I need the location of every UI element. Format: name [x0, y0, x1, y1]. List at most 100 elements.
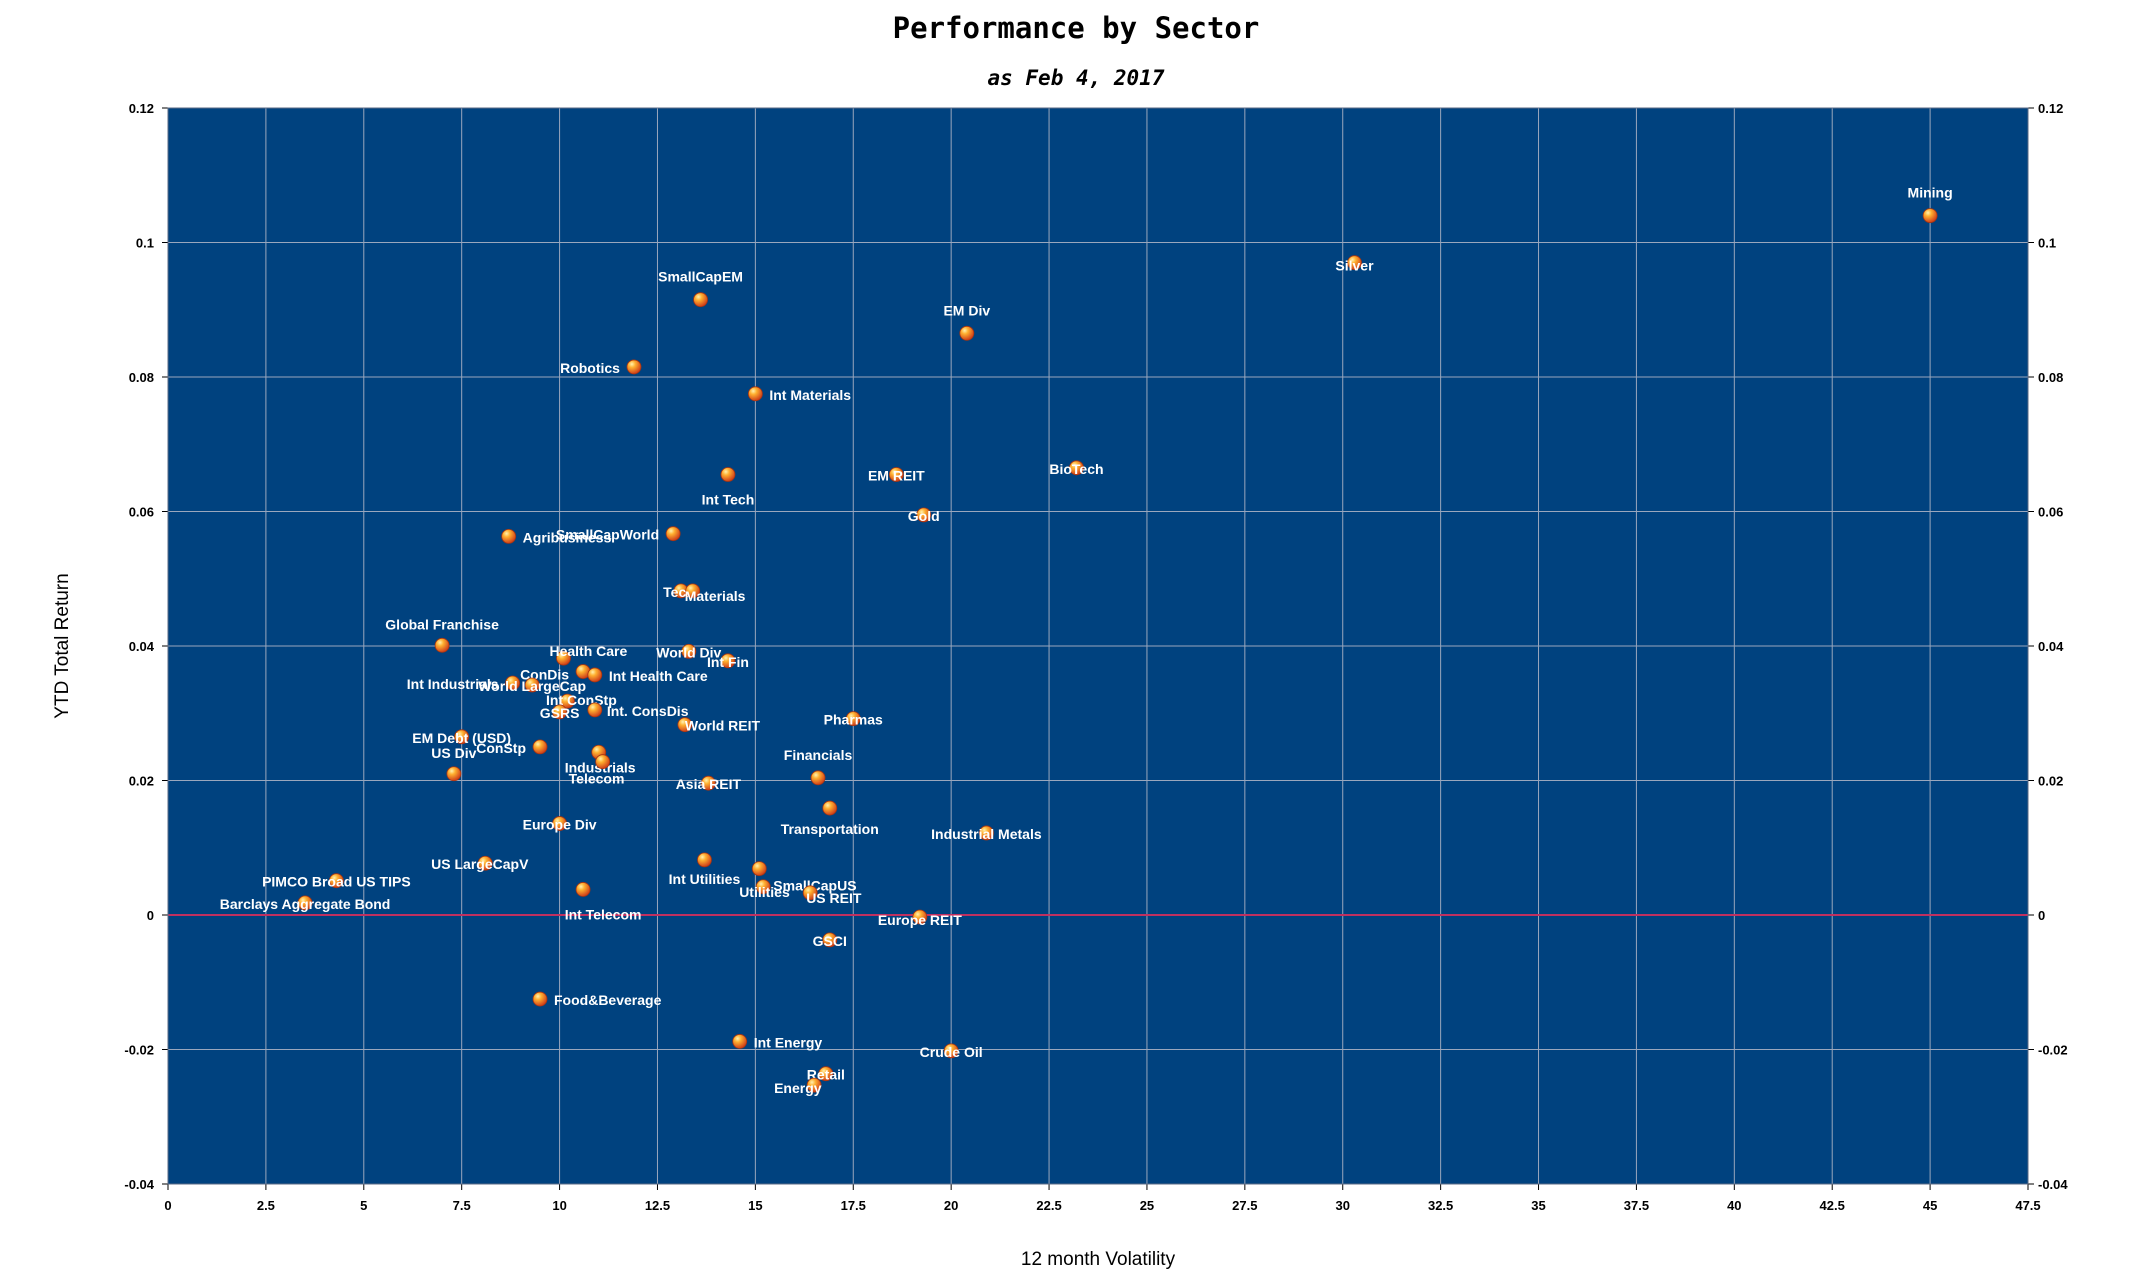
x-tick-label: 30 [1336, 1198, 1350, 1213]
y-tick-label-left: 0.1 [136, 236, 154, 251]
scatter-point [802, 885, 818, 901]
scatter-point [732, 1034, 748, 1049]
y-tick-label-right: -0.04 [2038, 1177, 2068, 1192]
point-label: GSRS [540, 705, 580, 721]
data-points: Mining Silver SmallCapEM EM Div Robotics Int … [220, 185, 1953, 1097]
scatter-point [501, 528, 517, 544]
scatter-point [454, 729, 470, 745]
point-label: Energy [774, 1080, 822, 1096]
point-label: Int. ConsDis [607, 703, 689, 719]
y-tick-label-right: 0.08 [2038, 370, 2063, 385]
scatter-point [532, 991, 548, 1007]
point-label: Robotics [560, 360, 620, 376]
point-label: Int Industrials [407, 676, 499, 692]
point-label: US LargeCapV [431, 856, 529, 872]
point-label: Pharmas [824, 712, 883, 728]
point-label: SmallCapUS [773, 878, 856, 894]
chart-title: Performance by Sector [893, 11, 1260, 45]
scatter-point [822, 800, 838, 816]
scatter-point [810, 770, 826, 786]
scatter-point [747, 386, 763, 402]
axis-ticks: 0 2.5 5 7.5 10 12.5 15 17.5 20 22.5 25 27.5 30 32.5 35… [124, 101, 2068, 1213]
scatter-point [700, 775, 716, 791]
x-tick-label: 45 [1923, 1198, 1937, 1213]
x-tick-label: 15 [748, 1198, 762, 1213]
point-label: Crude Oil [920, 1044, 983, 1060]
point-label: Agribusiness [523, 529, 612, 545]
point-label: Barclays Aggregate Bond [220, 896, 391, 912]
scatter-point [665, 526, 681, 542]
x-tick-label: 42.5 [1820, 1198, 1845, 1213]
x-tick-label: 37.5 [1624, 1198, 1649, 1213]
scatter-point [587, 667, 603, 683]
point-label: US REIT [806, 890, 862, 906]
scatter-point [751, 861, 767, 876]
x-tick-label: 25 [1140, 1198, 1154, 1213]
point-label: Int Fin [707, 654, 749, 670]
scatter-point [681, 643, 697, 659]
x-tick-label: 2.5 [257, 1198, 275, 1213]
point-label: SmallCapWorld [556, 527, 659, 543]
x-tick-label: 17.5 [841, 1198, 866, 1213]
scatter-point [552, 816, 567, 831]
plot-border [167, 107, 2029, 1185]
x-tick-label: 35 [1531, 1198, 1545, 1213]
scatter-point [912, 909, 928, 925]
point-label: ConStp [476, 740, 526, 756]
scatter-point [693, 292, 708, 308]
point-label: Health Care [549, 643, 627, 659]
scatter-point [1922, 208, 1938, 224]
point-label: Int Materials [769, 387, 851, 403]
point-label: Int Health Care [609, 668, 708, 684]
x-tick-label: 7.5 [453, 1198, 471, 1213]
scatter-point [720, 467, 736, 482]
point-label: BioTech [1049, 461, 1103, 477]
y-tick-label-left: 0 [147, 908, 154, 923]
scatter-point [595, 754, 611, 770]
scatter-point [477, 855, 493, 871]
scatter-point [552, 704, 567, 720]
scatter-point [806, 1077, 822, 1093]
x-tick-label: 32.5 [1428, 1198, 1453, 1213]
point-label: Global Franchise [385, 616, 499, 632]
y-tick-label-left: -0.04 [124, 1177, 154, 1192]
point-label: Silver [1335, 258, 1374, 274]
point-label: Europe REIT [878, 912, 962, 928]
point-label: Food&Beverage [554, 992, 662, 1008]
x-tick-label: 12.5 [645, 1198, 670, 1213]
scatter-point [888, 467, 904, 482]
x-axis-label: 12 month Volatility [1021, 1249, 1176, 1270]
x-tick-label: 5 [360, 1198, 367, 1213]
scatter-point [845, 711, 861, 727]
scatter-point [755, 879, 771, 895]
scatter-point [959, 325, 975, 341]
x-tick-label: 27.5 [1232, 1198, 1257, 1213]
scatter-point [524, 677, 540, 693]
y-tick-label-right: 0.04 [2038, 639, 2064, 654]
point-label: SmallCapEM [658, 269, 743, 285]
scatter-point [434, 637, 450, 653]
y-tick-label-left: -0.02 [124, 1043, 154, 1058]
scatter-point [446, 766, 462, 782]
x-tick-label: 22.5 [1036, 1198, 1061, 1213]
chart-subtitle: as Feb 4, 2017 [987, 66, 1164, 90]
scatter-point [916, 507, 932, 523]
point-label: GSCI [813, 933, 847, 949]
point-label: EM Div [943, 302, 990, 318]
y-tick-label-left: 0.08 [129, 370, 154, 385]
point-label: EM REIT [868, 468, 925, 484]
point-label: Utilities [739, 884, 790, 900]
x-tick-label: 47.5 [2015, 1198, 2040, 1213]
point-label: Int Energy [754, 1034, 823, 1050]
scatter-point [297, 895, 313, 911]
point-label: Materials [685, 588, 746, 604]
point-label: Mining [1908, 185, 1953, 201]
scatter-point [575, 882, 591, 897]
point-label: Europe Div [523, 817, 597, 833]
point-label: Asia REIT [676, 776, 742, 792]
point-label: Int Tech [702, 492, 755, 508]
scatter-point [979, 825, 994, 841]
scatter-point [328, 873, 344, 889]
point-label: Industrial Metals [931, 826, 1042, 842]
